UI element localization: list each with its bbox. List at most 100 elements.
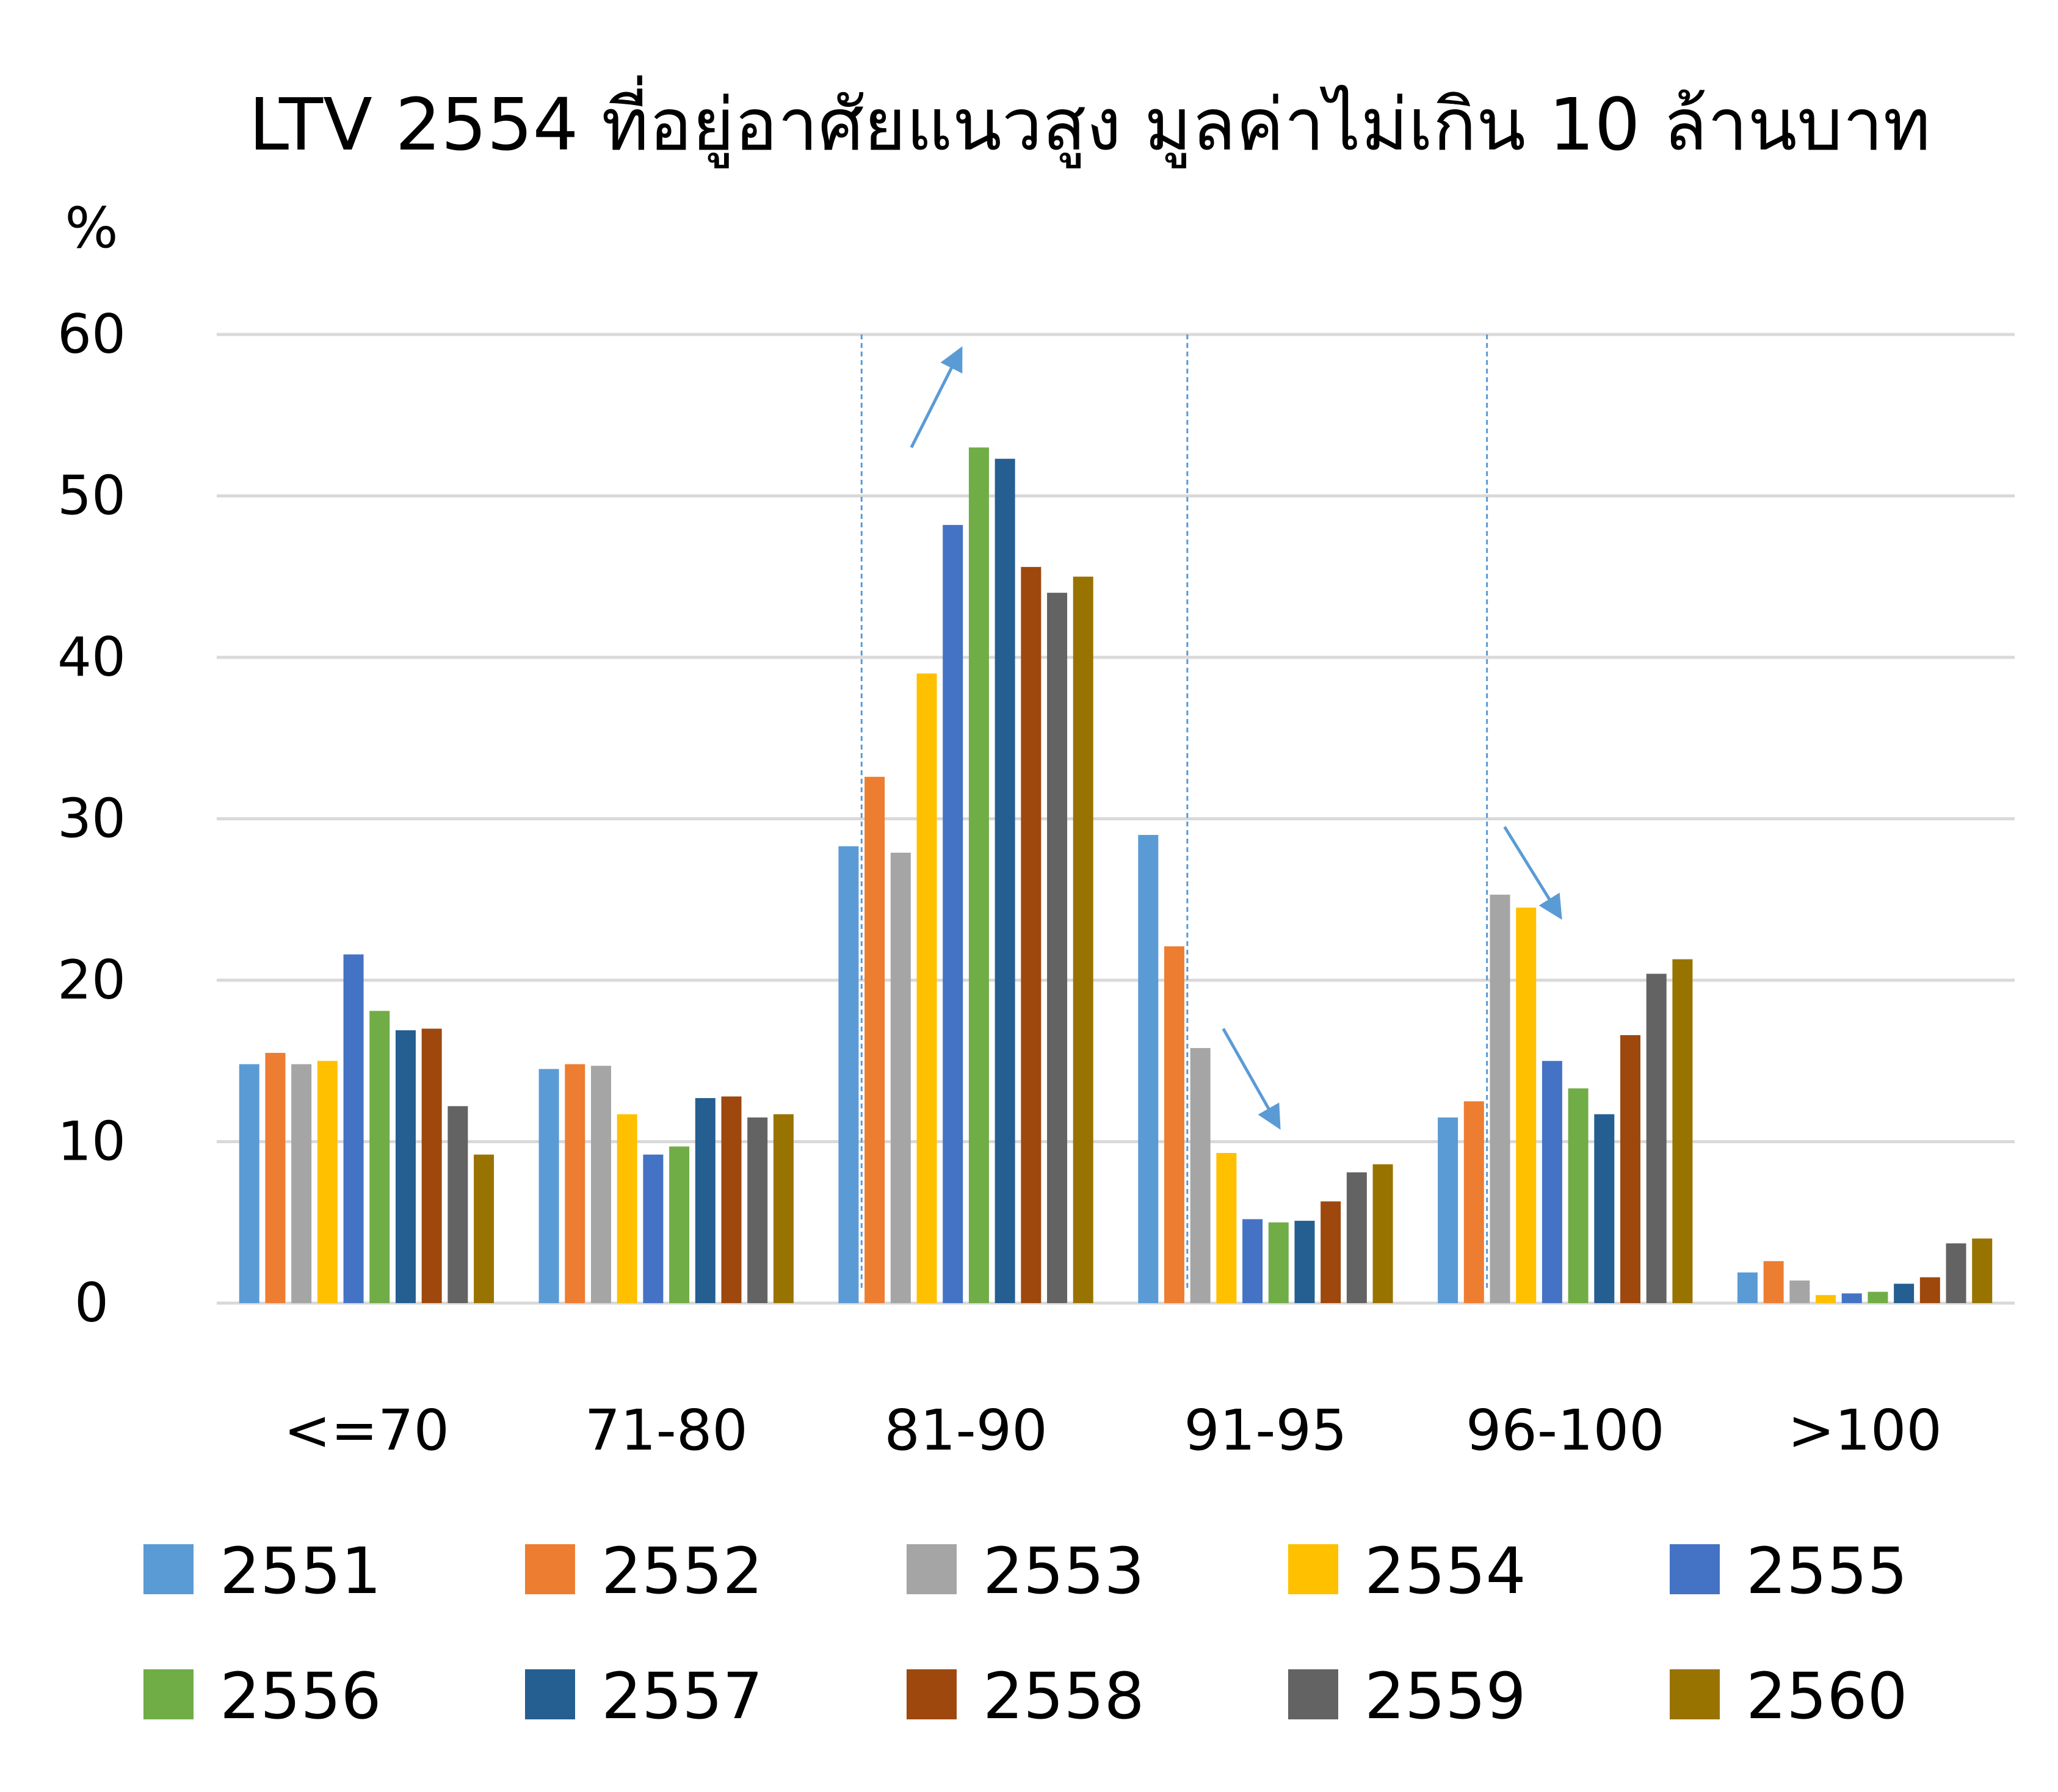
bar-2554->100	[1816, 1295, 1836, 1303]
bar-2551-96-100	[1438, 1117, 1458, 1303]
bar-2558-71-80	[721, 1096, 742, 1303]
bar-2559-91-95	[1346, 1172, 1367, 1303]
series-2558	[421, 566, 1940, 1303]
legend-item-2553: 2553	[907, 1534, 1145, 1608]
y-tick-label: 20	[57, 948, 126, 1011]
bar-2557-<=70	[395, 1030, 416, 1303]
annotation-arrow-down	[1503, 826, 1562, 920]
bar-2551-<=70	[239, 1064, 259, 1303]
bar-2559-81-90	[1047, 593, 1068, 1304]
bar-2553-96-100	[1490, 894, 1510, 1303]
bar-2559-96-100	[1646, 974, 1667, 1303]
y-tick-label: 0	[74, 1271, 109, 1334]
legend-label: 2551	[220, 1534, 382, 1608]
bar-2556-71-80	[669, 1146, 690, 1303]
legend-swatch	[143, 1669, 194, 1719]
legend-label: 2554	[1364, 1534, 1526, 1608]
x-tick-label: >100	[1788, 1398, 1942, 1463]
legend-swatch	[1288, 1544, 1338, 1594]
bar-2552-91-95	[1164, 946, 1184, 1303]
legend-swatch	[907, 1669, 957, 1719]
legend: 2551 2552 2553 2554 2555 2556 2557 2558 2559 2560	[143, 1534, 1908, 1733]
legend-item-2551: 2551	[143, 1534, 382, 1608]
bar-2557-91-95	[1294, 1221, 1315, 1303]
legend-item-2554: 2554	[1288, 1534, 1526, 1608]
bar-2557-81-90	[995, 458, 1015, 1303]
y-tick-label: 60	[57, 303, 126, 366]
legend-item-2560: 2560	[1670, 1659, 1908, 1733]
chart-title: LTV 2554 ที่อยู่อาศัยแนวสูง มูลค่าไม่เกิ…	[249, 75, 1931, 168]
bar-2552->100	[1763, 1261, 1784, 1303]
x-tick-label: <=70	[284, 1398, 449, 1463]
bar-2554-96-100	[1516, 907, 1537, 1303]
bar-2552-<=70	[265, 1053, 286, 1303]
x-tick-label: 71-80	[585, 1398, 748, 1463]
bar-2553-91-95	[1190, 1048, 1211, 1303]
bar-2560-71-80	[773, 1114, 794, 1303]
bar-2557-96-100	[1594, 1114, 1615, 1303]
annotations	[860, 334, 1562, 1288]
legend-item-2556: 2556	[143, 1659, 382, 1733]
bar-2558->100	[1919, 1277, 1940, 1303]
gridlines	[217, 333, 2015, 1305]
y-axis-unit-label: %	[65, 195, 118, 261]
legend-label: 2552	[601, 1534, 763, 1608]
y-tick-label: 30	[57, 787, 126, 850]
x-axis-ticks: <=70 71-80 81-90 91-95 96-100 >100	[284, 1398, 1942, 1463]
legend-swatch	[1288, 1669, 1338, 1719]
bar-2555->100	[1841, 1293, 1862, 1303]
bar-2551-91-95	[1138, 834, 1159, 1303]
bar-2553-81-90	[890, 853, 911, 1303]
bar-2560-<=70	[474, 1154, 495, 1303]
bar-2555-91-95	[1242, 1219, 1263, 1303]
x-tick-label: 96-100	[1466, 1398, 1665, 1463]
x-tick-label: 91-95	[1184, 1398, 1347, 1463]
bar-2555-71-80	[643, 1154, 664, 1303]
bar-2557-71-80	[695, 1098, 716, 1303]
legend-swatch	[143, 1544, 194, 1594]
legend-label: 2559	[1364, 1659, 1526, 1733]
legend-label: 2560	[1746, 1659, 1908, 1733]
series-2559	[447, 593, 1966, 1304]
bar-2560->100	[1972, 1238, 1993, 1303]
legend-label: 2556	[220, 1659, 382, 1733]
bar-2556-<=70	[369, 1011, 390, 1303]
bar-2554-<=70	[317, 1061, 338, 1303]
bar-2559-71-80	[747, 1117, 768, 1303]
legend-item-2557: 2557	[525, 1659, 763, 1733]
bar-2559-<=70	[447, 1106, 468, 1303]
bar-2555-96-100	[1542, 1061, 1562, 1303]
bar-2554-81-90	[916, 673, 937, 1303]
bar-2551-81-90	[838, 846, 859, 1303]
bar-2556->100	[1868, 1292, 1888, 1303]
annotation-arrow-down	[1222, 1028, 1281, 1130]
bar-2551->100	[1737, 1272, 1758, 1303]
bar-2553-71-80	[591, 1066, 611, 1303]
legend-label: 2558	[983, 1659, 1145, 1733]
bar-2560-96-100	[1672, 959, 1693, 1303]
legend-swatch	[1670, 1544, 1720, 1594]
bar-2560-81-90	[1073, 576, 1093, 1303]
bar-2555-81-90	[943, 525, 963, 1303]
y-tick-label: 10	[57, 1110, 126, 1173]
bars	[239, 447, 1993, 1304]
bar-2552-96-100	[1463, 1101, 1484, 1303]
bar-2556-91-95	[1268, 1222, 1289, 1303]
annotation-arrow-up	[910, 346, 963, 449]
legend-label: 2553	[983, 1534, 1145, 1608]
series-2551	[239, 834, 1758, 1303]
legend-item-2555: 2555	[1670, 1534, 1908, 1608]
bar-2558-96-100	[1620, 1035, 1640, 1303]
bar-2553-<=70	[291, 1064, 312, 1303]
legend-label: 2555	[1746, 1534, 1908, 1608]
series-2552	[265, 776, 1784, 1303]
bar-2557->100	[1894, 1284, 1915, 1303]
series-2553	[291, 853, 1810, 1303]
bar-2558-91-95	[1321, 1201, 1341, 1303]
bar-2559->100	[1946, 1243, 1966, 1303]
bar-2553->100	[1789, 1280, 1810, 1303]
x-tick-label: 81-90	[884, 1398, 1047, 1463]
legend-item-2558: 2558	[907, 1659, 1145, 1733]
bar-2555-<=70	[343, 954, 364, 1303]
